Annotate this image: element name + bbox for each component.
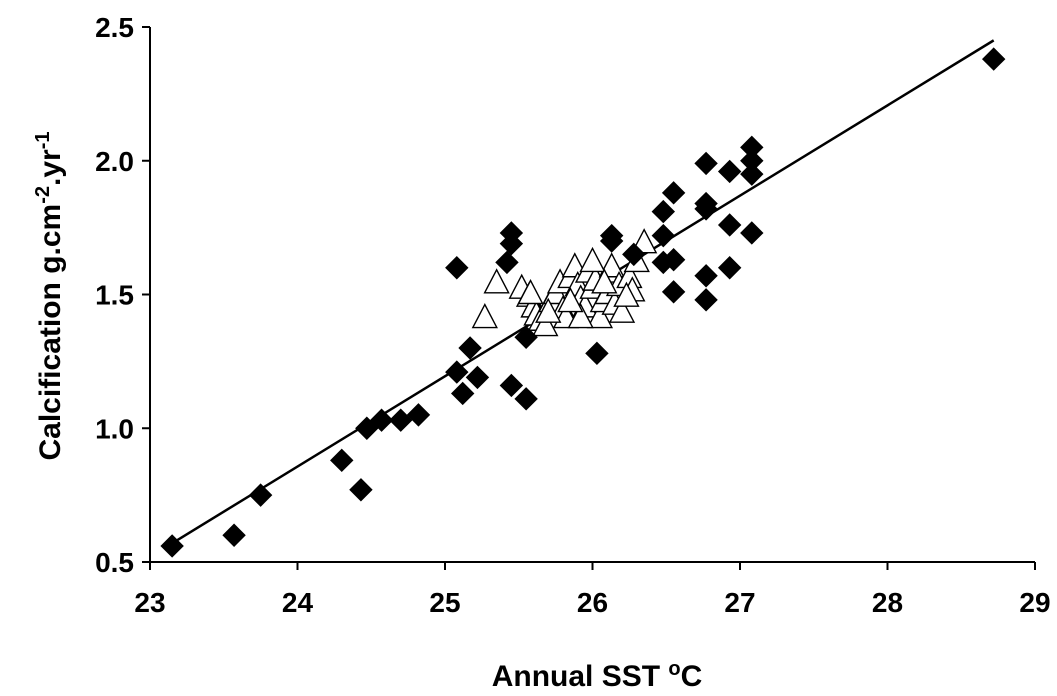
y-ticks: 0.5 1.0 1.5 2.0 2.5 — [95, 12, 150, 578]
triangle-point — [630, 228, 658, 254]
diamond-point — [406, 403, 431, 427]
diamond-point — [160, 534, 184, 558]
diamond-point — [661, 181, 686, 205]
triangle-point — [591, 268, 618, 294]
diamond-point — [369, 408, 394, 432]
diamond-point — [222, 523, 246, 547]
diamond-point — [514, 325, 538, 350]
triangle-point — [579, 246, 606, 273]
diamond-point — [717, 213, 742, 237]
diamond-point — [248, 483, 273, 507]
diamond-point — [445, 256, 469, 280]
diamond-point — [495, 250, 519, 275]
triangle-point — [586, 303, 614, 329]
diamond-point — [499, 231, 524, 256]
triangle-point — [567, 303, 594, 329]
diamond-point — [694, 264, 718, 288]
diamond-point — [349, 478, 373, 502]
y-tick-label: 1.0 — [95, 413, 134, 444]
diamond-point — [651, 223, 676, 248]
y-tick-label: 2.5 — [95, 12, 134, 43]
triangle-point — [557, 287, 584, 313]
x-tick-label: 27 — [724, 587, 755, 618]
triangle-point — [532, 311, 559, 337]
y-tick-label: 1.5 — [95, 280, 134, 311]
diamond-point — [694, 288, 718, 312]
triangle-point — [535, 297, 562, 323]
diamond-point — [450, 381, 475, 406]
diamond-point — [330, 448, 354, 473]
diamond-point — [661, 248, 686, 272]
diamond-point — [514, 387, 538, 411]
diamond-point — [465, 365, 490, 390]
diamond-point — [717, 256, 742, 280]
x-axis-label: Annual SST oC — [492, 658, 703, 693]
diamond-point — [445, 360, 469, 384]
x-tick-label: 24 — [282, 587, 314, 618]
x-ticks: 23 24 25 26 27 28 29 — [134, 562, 1051, 618]
diamond-point — [717, 159, 742, 184]
diamond-point — [499, 373, 524, 398]
diamond-point — [622, 242, 646, 267]
y-tick-label: 0.5 — [95, 547, 134, 578]
diamond-point — [585, 341, 609, 366]
x-tick-label: 29 — [1019, 587, 1050, 618]
diamond-point — [355, 416, 379, 440]
diamond-point — [740, 221, 764, 245]
diamond-point — [694, 197, 718, 221]
diamond-point — [694, 151, 718, 176]
x-tick-label: 28 — [872, 587, 903, 618]
diamond-point — [740, 162, 764, 186]
diamond-point — [661, 280, 686, 304]
diamond-point — [458, 336, 482, 360]
y-tick-label: 2.0 — [95, 146, 134, 177]
x-tick-label: 26 — [577, 587, 608, 618]
diamond-point — [389, 408, 413, 432]
x-tick-label: 23 — [134, 587, 165, 618]
diamond-point — [981, 47, 1006, 71]
diamond-point — [599, 229, 624, 253]
diamond-point — [651, 199, 676, 224]
triangle-point — [517, 278, 544, 305]
triangle-point — [471, 303, 498, 329]
triangle-point — [613, 281, 640, 307]
markers — [160, 47, 1006, 558]
y-axis-label: Calcification g.cm-2.yr-1 — [32, 131, 67, 460]
triangle-point — [608, 297, 636, 323]
x-tick-label: 25 — [429, 587, 460, 618]
triangle-point — [483, 268, 510, 294]
